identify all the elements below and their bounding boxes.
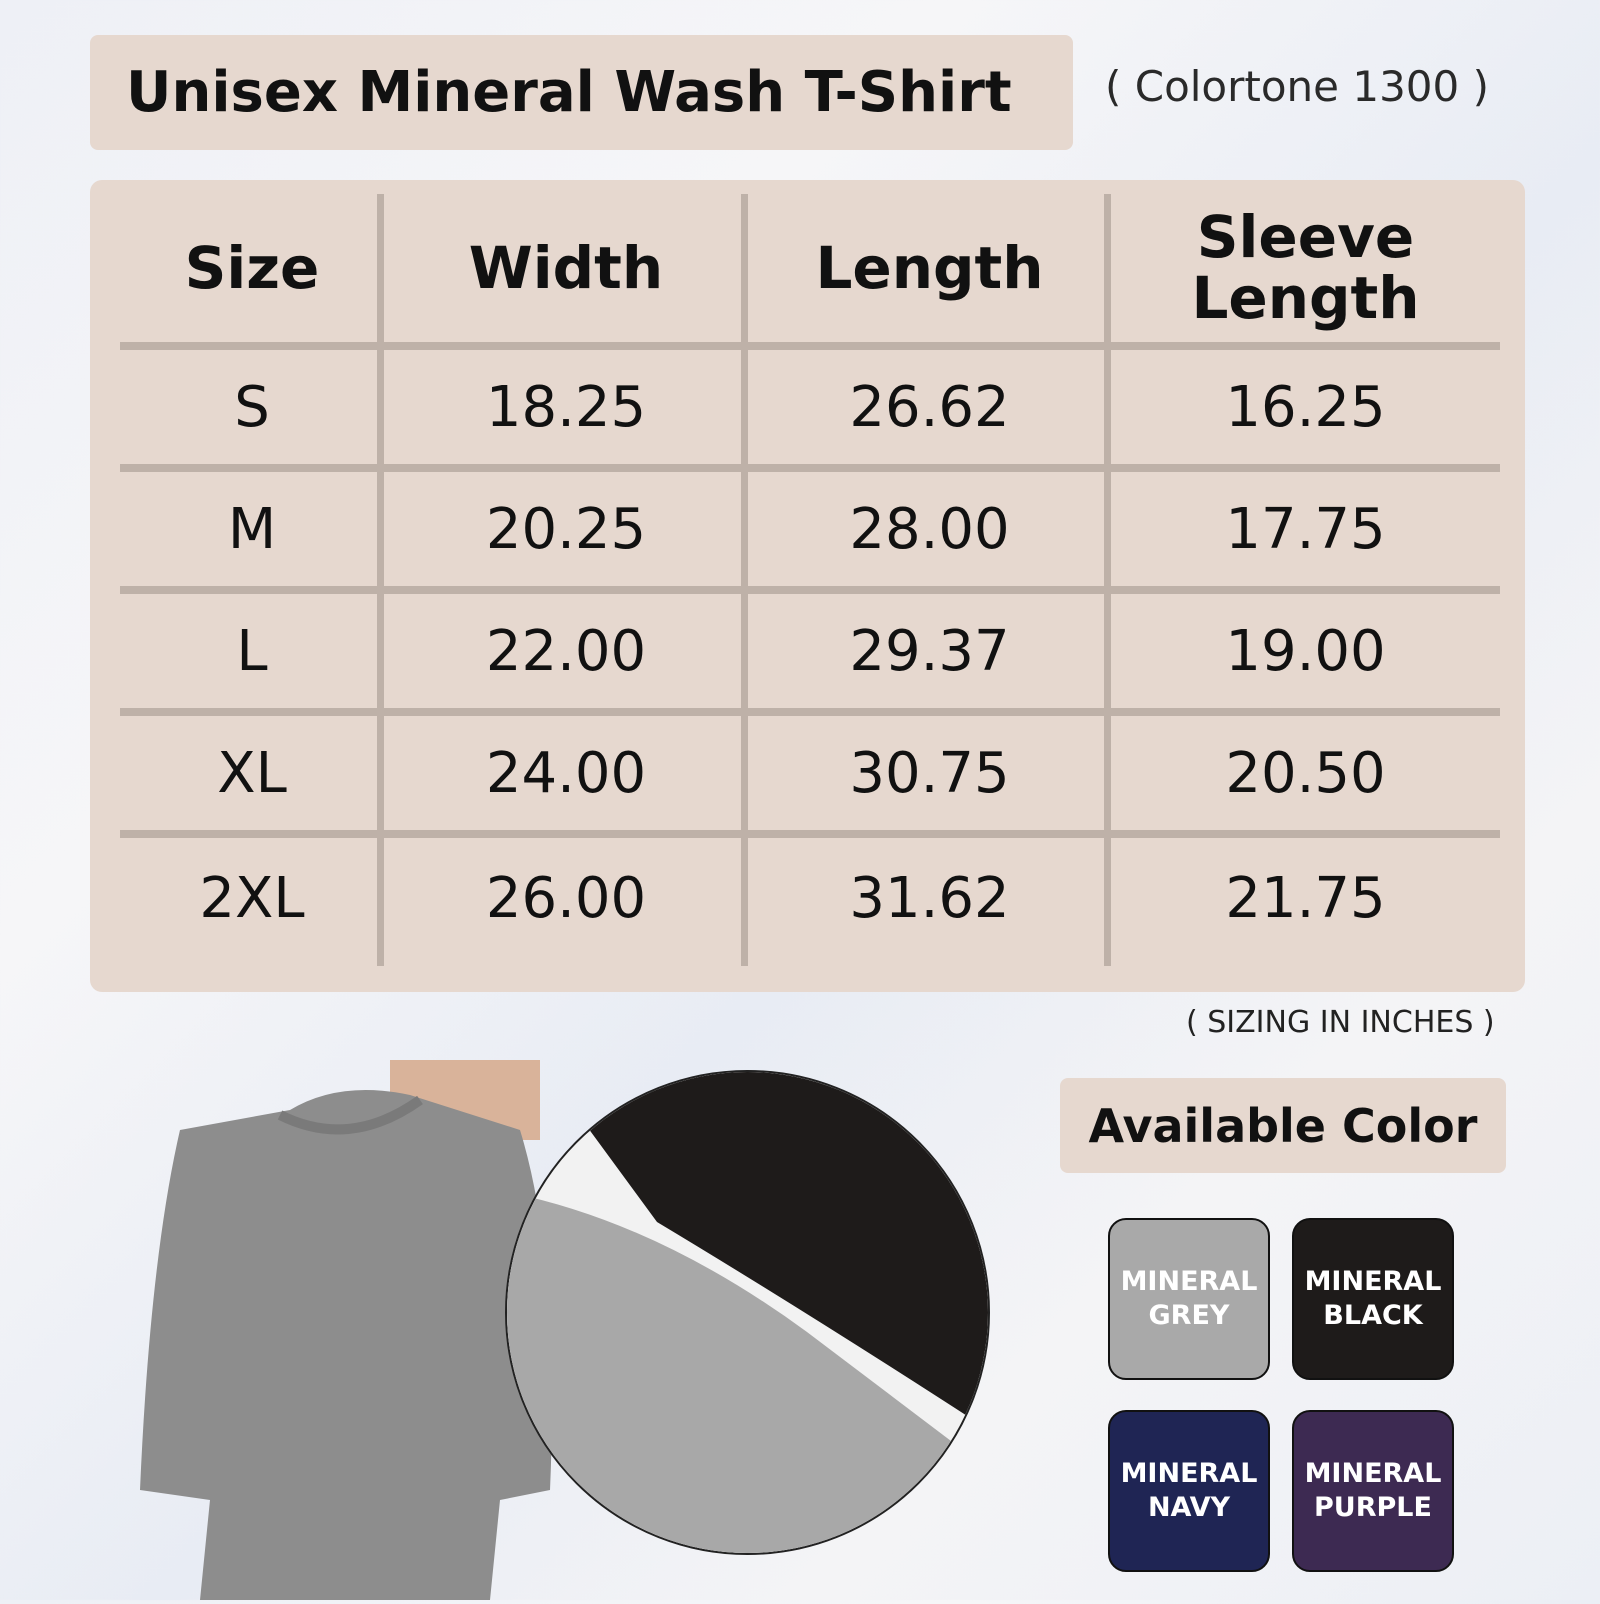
measurement-cell: 21.75 — [1225, 865, 1386, 931]
measurement-cell: 26.62 — [849, 374, 1010, 440]
measurement-cell: 20.25 — [485, 496, 647, 562]
size-table: Size Width Length Sleeve Length S 18.25 26.62 1… — [90, 180, 1525, 992]
column-header: Length — [815, 233, 1044, 302]
column-divider — [1104, 194, 1111, 966]
column-divider — [741, 194, 748, 966]
color-swatch: MINERAL GREY — [1108, 1218, 1270, 1380]
row-divider — [120, 586, 1500, 594]
available-color-heading: Available Color — [1060, 1078, 1506, 1173]
color-swatch: MINERAL BLACK — [1292, 1218, 1454, 1380]
fabric-closeup-circle — [505, 1070, 990, 1555]
measurement-cell: 31.62 — [849, 865, 1010, 931]
row-divider — [120, 708, 1500, 716]
measurement-cell: 26.00 — [485, 865, 647, 931]
model-photo-grey-shirt — [140, 1060, 560, 1600]
size-cell: L — [236, 618, 268, 684]
measurement-cell: 24.00 — [485, 740, 647, 806]
measurement-cell: 22.00 — [485, 618, 647, 684]
measurement-cell: 20.50 — [1225, 740, 1386, 806]
size-cell: 2XL — [199, 865, 305, 931]
row-divider — [120, 830, 1500, 838]
measurement-cell: 29.37 — [849, 618, 1010, 684]
measurement-cell: 18.25 — [485, 374, 647, 440]
measurement-cell: 30.75 — [849, 740, 1010, 806]
measurement-cell: 17.75 — [1225, 496, 1386, 562]
color-swatch: MINERAL PURPLE — [1292, 1410, 1454, 1572]
column-header: Width — [468, 233, 664, 302]
model-subtitle: ( Colortone 1300 ) — [1105, 62, 1489, 111]
column-divider — [377, 194, 384, 966]
color-swatch: MINERAL NAVY — [1108, 1410, 1270, 1572]
size-cell: XL — [217, 740, 287, 806]
measurement-cell: 16.25 — [1225, 374, 1386, 440]
page-title: Unisex Mineral Wash T-Shirt — [90, 35, 1073, 150]
measurement-cell: 19.00 — [1225, 618, 1386, 684]
size-cell: M — [227, 496, 277, 562]
column-header: Sleeve Length — [1191, 203, 1420, 332]
measurement-cell: 28.00 — [849, 496, 1010, 562]
sizing-note: ( SIZING IN INCHES ) — [1186, 1005, 1495, 1040]
row-divider — [120, 464, 1500, 472]
row-divider — [120, 342, 1500, 350]
column-header: Size — [184, 233, 320, 302]
size-cell: S — [234, 374, 270, 440]
